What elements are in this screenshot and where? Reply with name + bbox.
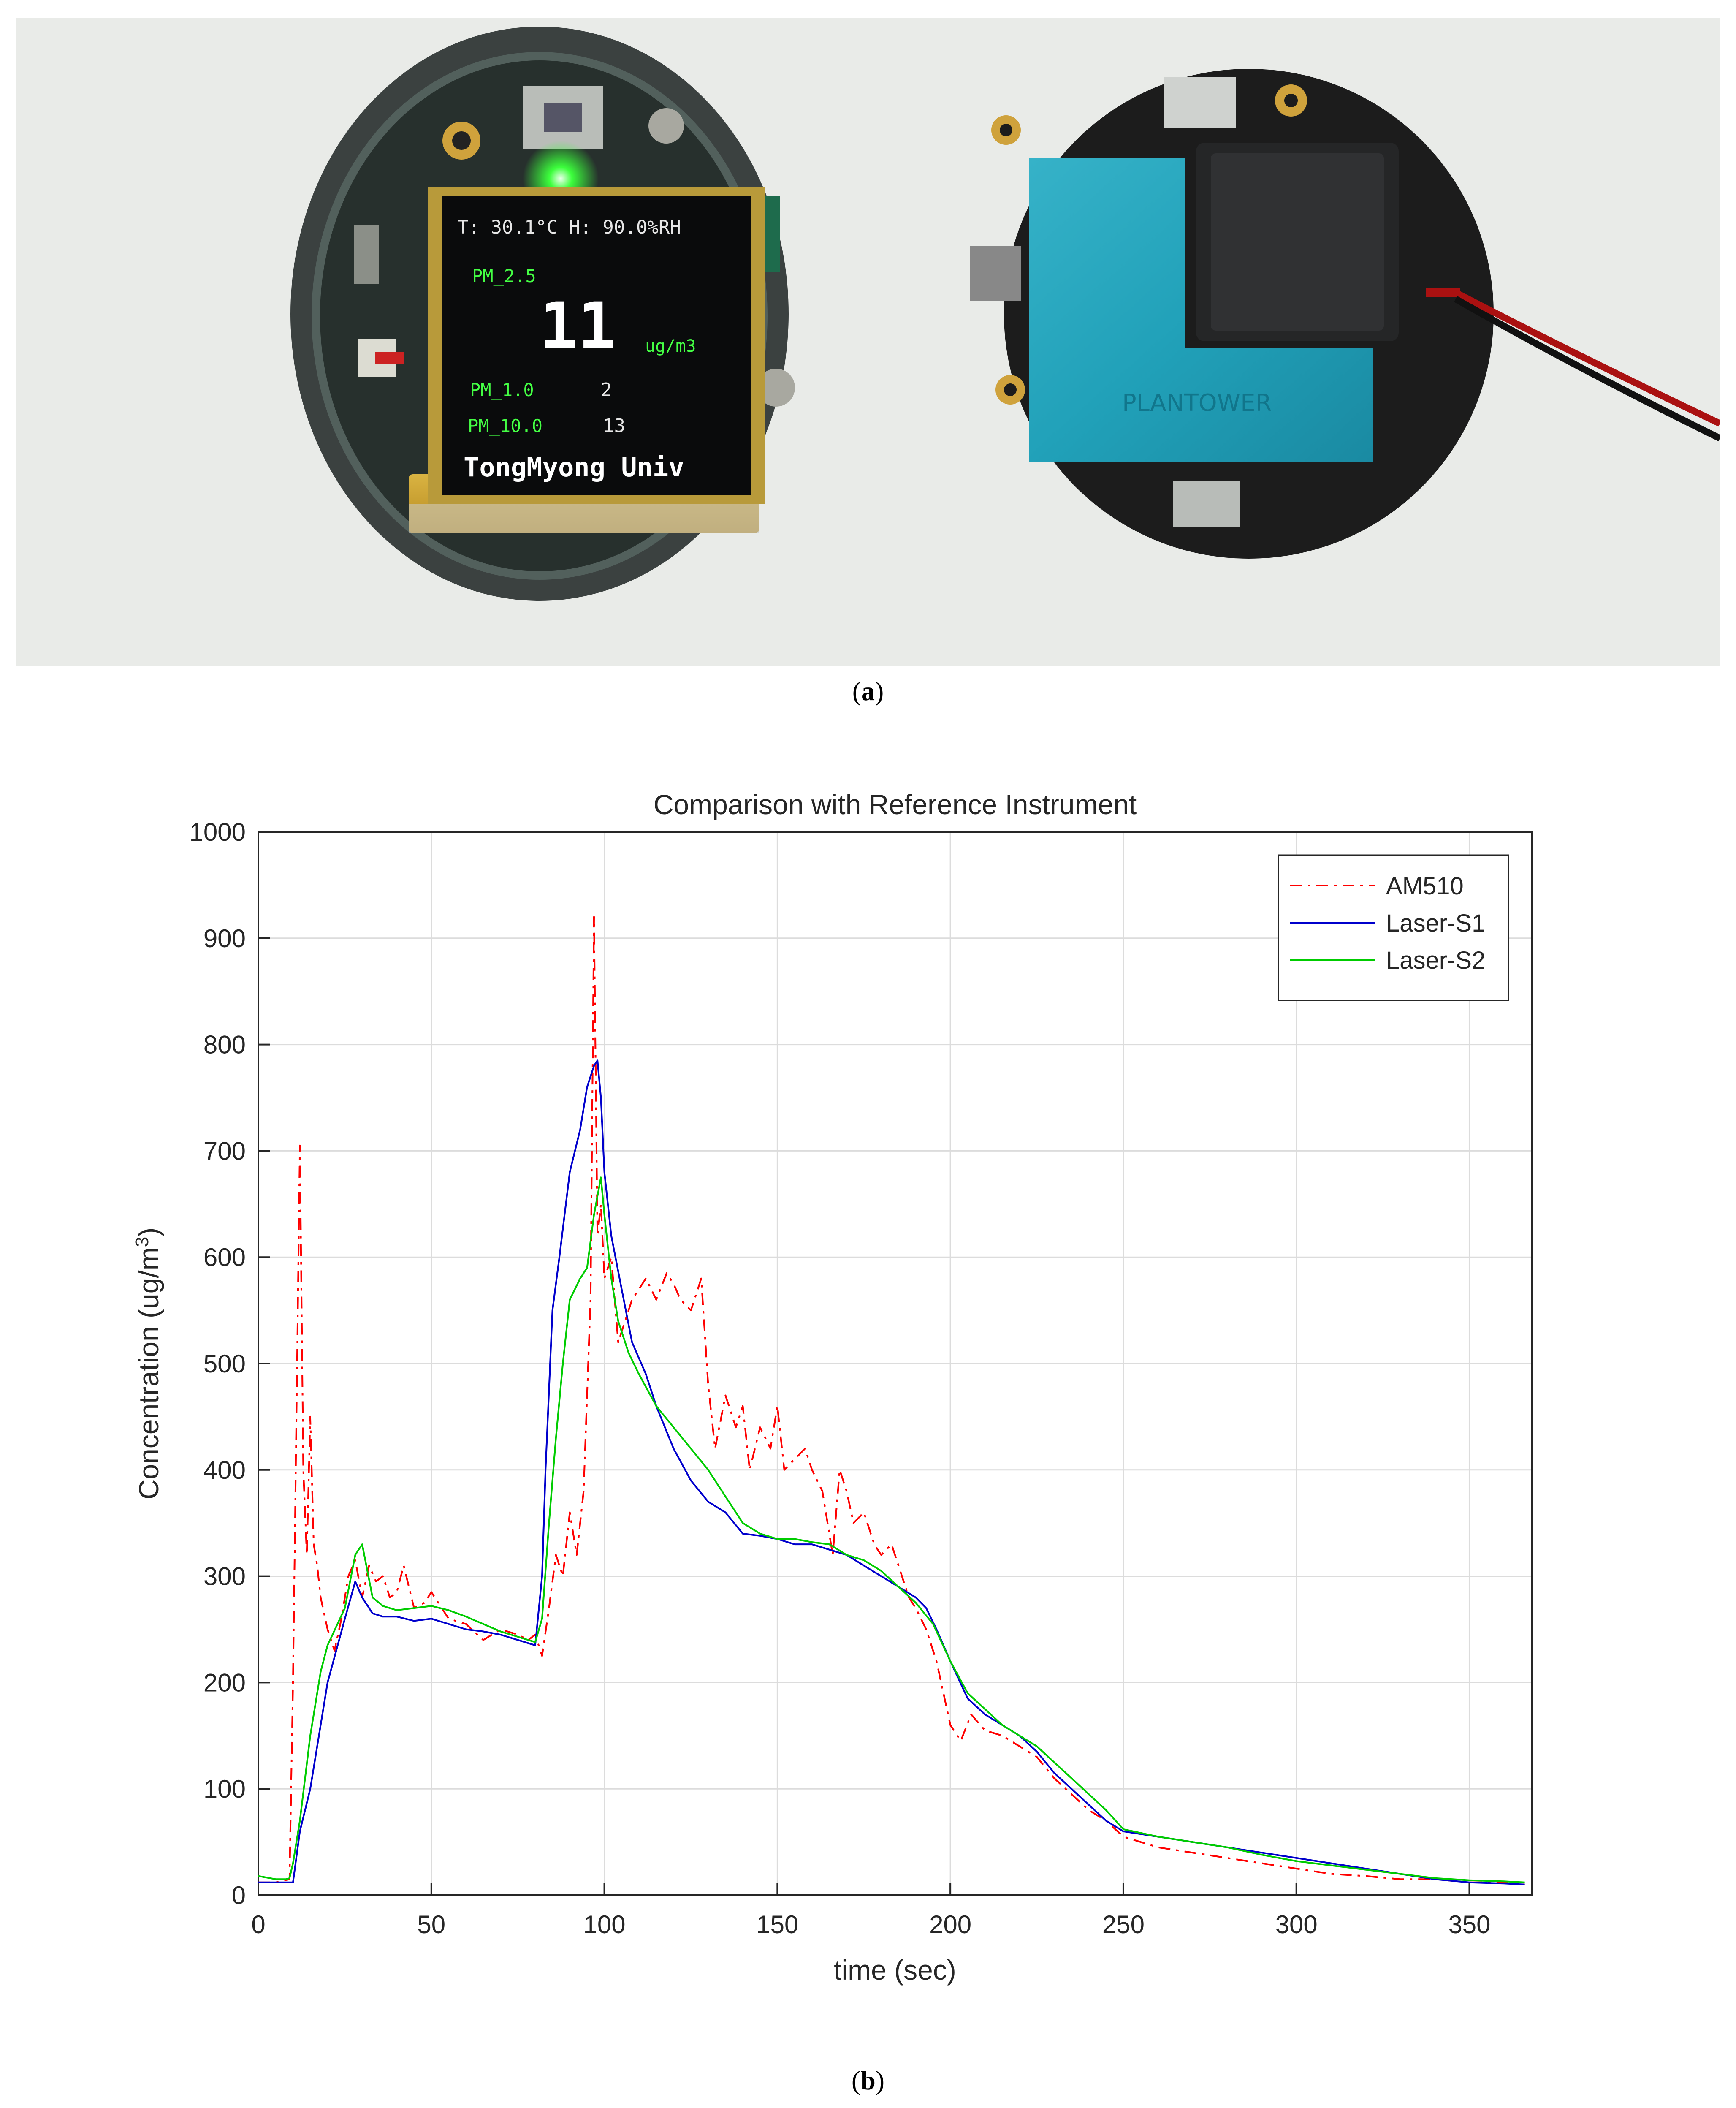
lcd-pm25-label: PM_2.5 bbox=[472, 266, 536, 286]
tick-labels: 0 50 100 150 200 250 300 350 0 100 200 300 400 500 600… bbox=[190, 818, 1491, 1939]
lcd-pm25-value: 11 bbox=[540, 289, 616, 363]
y-tick-label: 600 bbox=[203, 1243, 246, 1271]
legend-label: AM510 bbox=[1386, 872, 1464, 900]
series-line-laser-s1 bbox=[258, 1059, 1525, 1885]
x-tick-label: 300 bbox=[1275, 1910, 1318, 1939]
series-layer bbox=[258, 916, 1525, 1885]
x-tick-label: 100 bbox=[583, 1910, 626, 1939]
x-axis-label: time (sec) bbox=[834, 1954, 956, 1986]
x-tick-label: 150 bbox=[756, 1910, 798, 1939]
y-tick-label: 900 bbox=[203, 924, 246, 953]
caption-a: (a) bbox=[852, 676, 884, 706]
y-tick-label: 800 bbox=[203, 1031, 246, 1059]
x-tick-label: 50 bbox=[417, 1910, 445, 1939]
chart-title: Comparison with Reference Instrument bbox=[654, 789, 1137, 820]
series-line-am510 bbox=[258, 916, 1525, 1885]
lcd-pm10-label: PM_1.0 bbox=[470, 380, 534, 400]
lcd-unit: ug/m3 bbox=[645, 337, 696, 356]
y-tick-label: 100 bbox=[203, 1775, 246, 1803]
y-tick-label: 1000 bbox=[190, 818, 246, 846]
sensor-brand-label: PLANTOWER bbox=[1122, 389, 1272, 417]
x-tick-label: 0 bbox=[251, 1910, 265, 1939]
y-tick-label: 400 bbox=[203, 1456, 246, 1484]
x-tick-label: 200 bbox=[929, 1910, 971, 1939]
lcd-temp-humidity: T: 30.1°C H: 90.0%RH bbox=[457, 217, 681, 238]
sensor-board: PLANTOWER bbox=[970, 69, 1720, 559]
y-tick-label: 300 bbox=[203, 1562, 246, 1591]
display-device: T: 30.1°C H: 90.0%RH PM_2.5 11 ug/m3 PM_… bbox=[290, 27, 795, 601]
legend: AM510 Laser-S1 Laser-S2 bbox=[1278, 854, 1509, 1001]
legend-label: Laser-S1 bbox=[1386, 910, 1485, 937]
x-tick-label: 350 bbox=[1448, 1910, 1490, 1939]
legend-box bbox=[1278, 854, 1509, 1001]
x-tick-label: 250 bbox=[1102, 1910, 1145, 1939]
y-tick-label: 0 bbox=[232, 1881, 246, 1910]
y-tick-label: 200 bbox=[203, 1668, 246, 1697]
caption-b: (b) bbox=[851, 2065, 885, 2095]
series-line-laser-s2 bbox=[258, 1176, 1525, 1883]
lcd-footer: TongMyong Univ bbox=[464, 452, 684, 483]
lcd-pm10-value: 2 bbox=[601, 379, 612, 401]
y-axis-label: Concentration (ug/m3) bbox=[132, 1228, 165, 1500]
legend-label: Laser-S2 bbox=[1386, 947, 1485, 974]
lcd-screen bbox=[442, 196, 751, 495]
comparison-chart: 0 50 100 150 200 250 300 350 0 100 200 300 400 500 600… bbox=[132, 789, 1533, 1986]
y-tick-label: 500 bbox=[203, 1350, 246, 1378]
grid bbox=[258, 831, 1532, 1896]
lcd-pm100-value: 13 bbox=[603, 415, 625, 437]
device-photo: T: 30.1°C H: 90.0%RH PM_2.5 11 ug/m3 PM_… bbox=[16, 18, 1720, 666]
y-tick-label: 700 bbox=[203, 1137, 246, 1165]
lcd-pm100-label: PM_10.0 bbox=[468, 416, 542, 436]
device-photo-drawing: T: 30.1°C H: 90.0%RH PM_2.5 11 ug/m3 PM_… bbox=[290, 27, 1720, 601]
